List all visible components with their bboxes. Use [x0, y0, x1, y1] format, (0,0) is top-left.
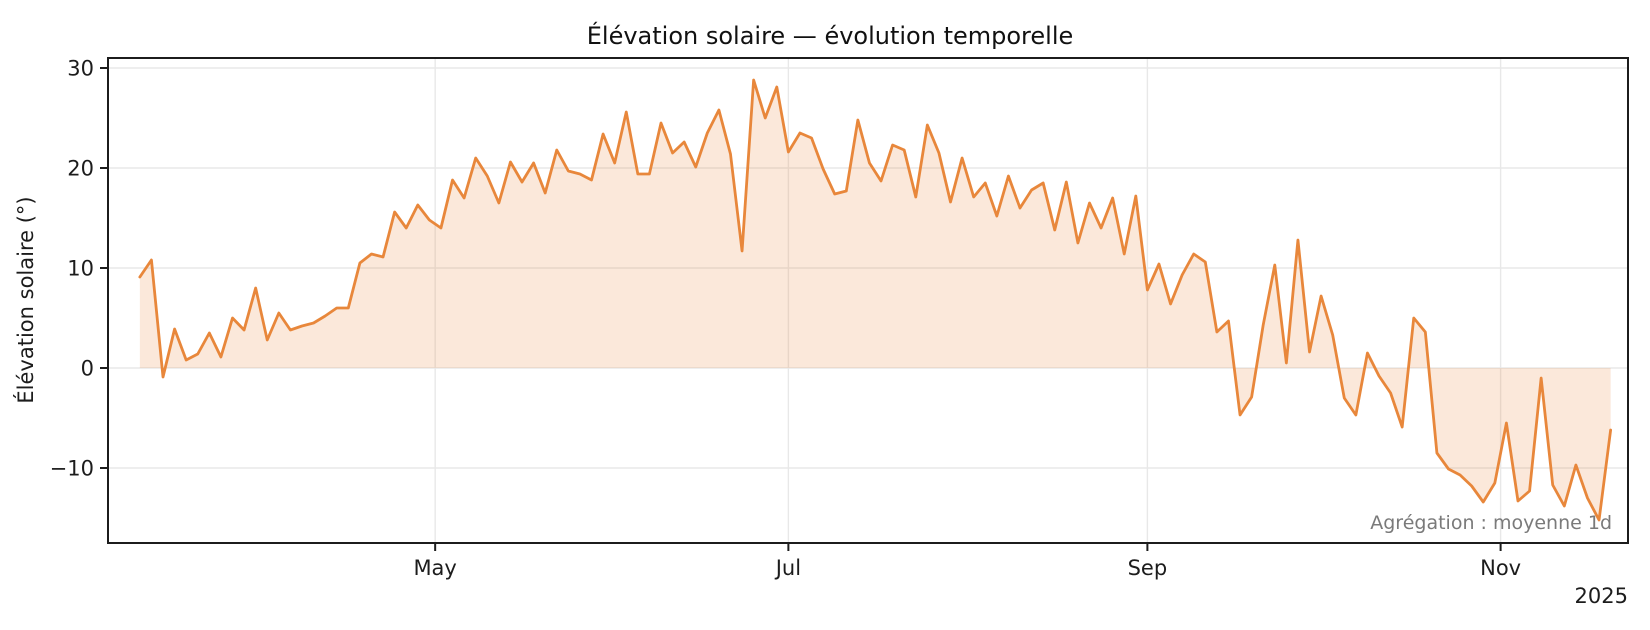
chart-title: Élévation solaire — évolution temporelle — [587, 21, 1074, 50]
series-fill — [139, 80, 1611, 520]
x-axis-year-label: 2025 — [1575, 584, 1628, 608]
y-tick-label: 10 — [67, 257, 94, 281]
y-tick-label: 0 — [81, 357, 94, 381]
y-tick-label: −10 — [50, 457, 94, 481]
axis-tick-labels: 30 20 10 0 −10 May Jul Sep Nov — [50, 57, 1521, 581]
y-axis-label: Élévation solaire (°) — [13, 196, 38, 403]
plot-layer: 30 20 10 0 −10 May Jul Sep Nov — [50, 57, 1629, 581]
x-tick-label: May — [413, 556, 456, 580]
axis-ticks — [100, 67, 1502, 551]
x-tick-label: Jul — [774, 556, 801, 580]
plot-border — [107, 57, 1629, 544]
x-tick-label: Nov — [1480, 556, 1521, 580]
aggregation-annotation: Agrégation : moyenne 1d — [1370, 512, 1612, 534]
grid-lines — [108, 58, 1628, 543]
series-line — [138, 78, 1613, 522]
x-tick-label: Sep — [1128, 556, 1168, 580]
y-tick-label: 30 — [67, 57, 94, 81]
y-tick-label: 20 — [67, 157, 94, 181]
